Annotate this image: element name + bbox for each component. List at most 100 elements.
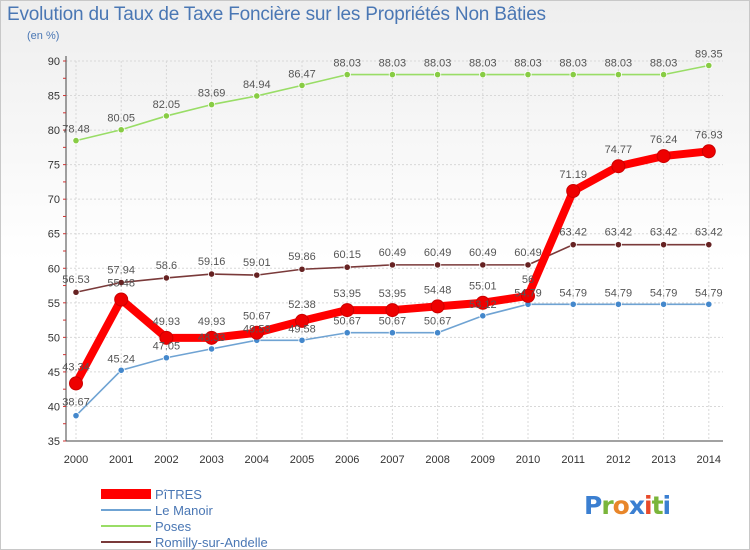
data-label-poses: 88.03 [605, 58, 633, 70]
data-label-le-manoir: 54.79 [514, 287, 542, 299]
data-point-poses [388, 71, 396, 79]
data-label-romilly-sur-andelle: 58.6 [156, 260, 177, 272]
x-tick-label: 2012 [606, 454, 630, 466]
y-tick-label: 40 [48, 401, 60, 413]
data-point-poses [117, 126, 125, 134]
legend-item-romilly: Romilly-sur-Andelle [101, 534, 268, 550]
data-label-le-manoir: 45.24 [107, 353, 135, 365]
data-point-p-tres [69, 376, 83, 391]
data-point-le-manoir [208, 345, 216, 353]
data-point-p-tres [114, 292, 129, 307]
data-point-romilly-sur-andelle [162, 274, 170, 282]
data-point-romilly-sur-andelle [433, 261, 442, 269]
x-tick-label: 2003 [199, 454, 223, 466]
data-label-le-manoir: 54.79 [650, 287, 678, 299]
axes: 35 40 45 50 55 60 65 70 75 80 85 90 2000 2001 2002 2003… [48, 56, 723, 466]
data-point-romilly-sur-andelle [298, 265, 306, 273]
data-point-romilly-sur-andelle [705, 241, 713, 249]
data-label-p-tres: 55.01 [469, 281, 497, 293]
data-label-le-manoir: 50.67 [424, 316, 452, 328]
data-label-romilly-sur-andelle: 56.53 [62, 274, 90, 286]
data-point-poses [614, 71, 623, 79]
data-label-romilly-sur-andelle: 57.94 [107, 265, 135, 277]
data-label-poses: 89.35 [695, 48, 723, 60]
data-point-p-tres [295, 313, 309, 328]
proxiti-logo: Proxiti [584, 491, 671, 520]
data-label-poses: 83.69 [198, 88, 226, 100]
logo-letter: r [601, 491, 613, 520]
data-label-p-tres: 55.48 [107, 278, 135, 290]
data-point-p-tres [249, 325, 264, 340]
data-point-poses [569, 71, 577, 79]
data-label-romilly-sur-andelle: 63.42 [695, 227, 723, 239]
data-label-romilly-sur-andelle: 59.86 [288, 251, 316, 263]
x-tick-label: 2001 [109, 454, 133, 466]
data-point-p-tres [430, 299, 445, 314]
data-label-romilly-sur-andelle: 60.49 [379, 247, 407, 259]
data-point-poses [253, 92, 261, 100]
data-point-le-manoir [72, 412, 80, 420]
data-point-romilly-sur-andelle [659, 241, 668, 249]
logo-letter: o [612, 491, 630, 520]
data-point-poses [162, 112, 170, 120]
data-labels: 78.48 80.05 82.05 83.69 84.94 86.47 88.03 88.03… [62, 48, 722, 408]
legend: PîTRES Le Manoir Poses Romilly-sur-Andel… [101, 486, 268, 550]
y-tick-label: 60 [48, 263, 60, 275]
data-point-romilly-sur-andelle [569, 241, 577, 249]
data-point-p-tres [521, 288, 535, 303]
data-label-le-manoir: 47.05 [153, 341, 181, 353]
data-point-p-tres [656, 149, 671, 164]
data-point-romilly-sur-andelle [343, 263, 351, 271]
data-label-le-manoir: 48.33 [198, 332, 226, 344]
x-tick-label: 2004 [245, 454, 269, 466]
x-tick-label: 2000 [64, 454, 88, 466]
data-label-romilly-sur-andelle: 63.42 [650, 227, 678, 239]
legend-swatch-pitres [101, 489, 151, 499]
x-tick-label: 2006 [335, 454, 359, 466]
data-point-poses [298, 81, 306, 89]
data-point-le-manoir [343, 329, 351, 337]
data-point-romilly-sur-andelle [388, 261, 396, 269]
data-point-p-tres [475, 295, 490, 310]
data-label-poses: 88.03 [559, 58, 587, 70]
data-point-le-manoir [614, 300, 623, 308]
data-label-poses: 88.03 [514, 58, 542, 70]
data-point-p-tres [611, 159, 626, 174]
logo-letter: i [644, 491, 653, 520]
data-label-poses: 88.03 [650, 58, 678, 70]
data-label-p-tres: 49.93 [153, 316, 181, 328]
data-point-poses [524, 71, 532, 79]
data-point-poses [705, 61, 713, 70]
data-point-p-tres [385, 303, 400, 318]
data-label-romilly-sur-andelle: 60.49 [469, 247, 497, 259]
unit-label: (en %) [27, 30, 60, 42]
data-point-le-manoir [162, 354, 170, 362]
data-label-p-tres: 74.77 [605, 144, 633, 156]
data-label-le-manoir: 54.79 [605, 287, 633, 299]
x-tick-label: 2009 [471, 454, 495, 466]
data-label-p-tres: 54.48 [424, 284, 452, 296]
data-label-poses: 80.05 [107, 113, 135, 125]
y-tick-label: 50 [48, 332, 60, 344]
x-tick-label: 2002 [154, 454, 178, 466]
data-point-romilly-sur-andelle [117, 278, 125, 287]
data-point-le-manoir [117, 366, 125, 374]
data-label-romilly-sur-andelle: 63.42 [559, 227, 587, 239]
legend-label-pitres: PîTRES [155, 486, 202, 502]
x-tick-label: 2010 [516, 454, 540, 466]
data-point-le-manoir [388, 329, 396, 337]
data-point-p-tres [566, 183, 581, 198]
data-label-p-tres: 52.38 [288, 299, 316, 311]
data-label-p-tres: 76.24 [650, 134, 678, 146]
data-label-p-tres: 53.95 [379, 288, 407, 300]
logo-letter: t [651, 491, 664, 520]
legend-label-romilly: Romilly-sur-Andelle [155, 534, 268, 550]
legend-label-le-manoir: Le Manoir [155, 502, 213, 518]
data-label-poses: 88.03 [333, 58, 361, 70]
x-tick-label: 2007 [380, 454, 404, 466]
data-point-le-manoir [433, 329, 442, 337]
data-label-p-tres: 56 [522, 274, 534, 286]
data-point-le-manoir [479, 312, 487, 320]
data-point-le-manoir [298, 336, 306, 344]
